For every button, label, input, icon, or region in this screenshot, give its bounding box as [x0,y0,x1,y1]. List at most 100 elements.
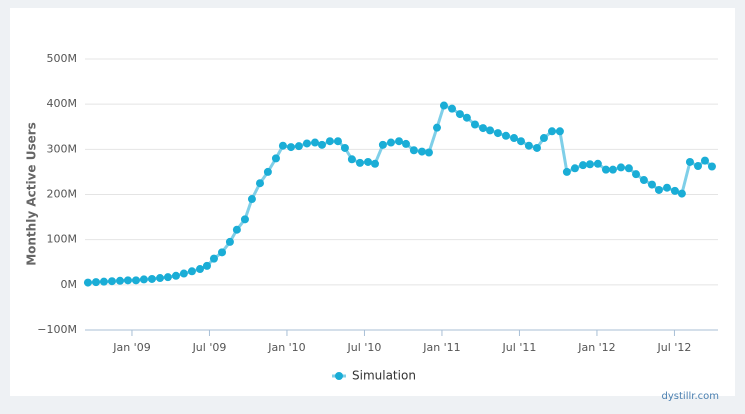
y-axis-title: Monthly Active Users [25,122,39,266]
data-point [616,163,625,172]
data-point [663,183,672,192]
data-point [107,277,116,286]
data-point [179,269,188,278]
data-point [187,267,196,276]
x-tick-label: Jan '10 [267,341,305,354]
data-point [278,141,287,150]
data-point [286,143,295,152]
data-point [218,248,227,257]
data-point [131,276,140,285]
data-point [647,180,656,189]
data-point [448,104,457,113]
y-tick-label: 500M [47,52,78,65]
data-point [555,127,564,136]
data-point [578,161,587,170]
data-point [347,155,356,164]
x-tick-label: Jul '09 [192,341,227,354]
data-point [608,165,617,174]
data-point [510,134,519,143]
y-tick-label: 400M [47,97,78,110]
data-point [395,137,404,146]
data-point [325,137,334,146]
data-point [232,225,241,234]
data-point [333,137,342,146]
data-point [593,159,602,168]
data-point [139,275,148,284]
data-point [317,140,326,149]
legend-marker [335,372,343,380]
data-point [409,146,418,155]
data-point [302,139,311,148]
y-tick-label: 0M [61,278,78,291]
data-point [196,265,205,274]
data-point [240,215,249,224]
data-point [486,126,495,135]
data-point [694,162,703,171]
data-point [517,137,526,146]
data-point [677,189,686,198]
data-point [632,170,641,179]
data-point [539,134,548,143]
data-point [340,143,349,152]
data-point [156,274,165,283]
data-point [311,138,320,147]
data-point [424,148,433,157]
data-point [294,142,303,151]
data-point [455,110,464,119]
data-point [432,123,441,132]
y-tick-label: 100M [47,233,78,246]
data-point [470,120,479,129]
data-point [92,278,101,287]
data-point [585,160,594,169]
data-point [202,261,211,270]
data-point [255,179,264,188]
credit: dystillr.com [662,391,719,402]
data-point [624,164,633,173]
legend-label: Simulation [352,369,416,383]
data-point [639,176,648,185]
data-point [171,271,180,280]
data-point [147,274,156,283]
data-point [601,165,610,174]
data-point [263,167,272,176]
data-point [479,124,488,133]
data-point [271,154,280,163]
data-point [439,101,448,110]
data-point [670,186,679,195]
data-point [462,113,471,122]
data-point [548,127,557,136]
data-point [225,237,234,246]
y-tick-label: −100M [37,323,77,336]
data-point [707,162,716,171]
data-point [247,195,256,204]
data-point [83,278,92,287]
data-point [378,140,387,149]
data-point [401,139,410,148]
chart-panel [10,8,735,396]
x-tick-label: Jan '12 [577,341,615,354]
data-point [417,147,426,156]
data-point [685,157,694,166]
x-tick-label: Jul '10 [347,341,382,354]
y-tick-label: 300M [47,142,78,155]
data-point [562,167,571,176]
y-tick-label: 200M [47,188,78,201]
data-point [654,185,663,194]
data-point [123,276,132,285]
x-tick-label: Jul '11 [502,341,537,354]
data-point [209,254,218,263]
data-point [364,157,373,166]
data-point [570,164,579,173]
data-point [355,158,364,167]
data-point [524,141,533,150]
data-point [99,277,108,286]
data-point [501,131,510,140]
data-point [493,129,502,138]
data-point [532,143,541,152]
x-tick-label: Jan '11 [422,341,460,354]
x-tick-label: Jul '12 [657,341,692,354]
data-point [700,156,709,165]
x-tick-label: Jan '09 [112,341,150,354]
